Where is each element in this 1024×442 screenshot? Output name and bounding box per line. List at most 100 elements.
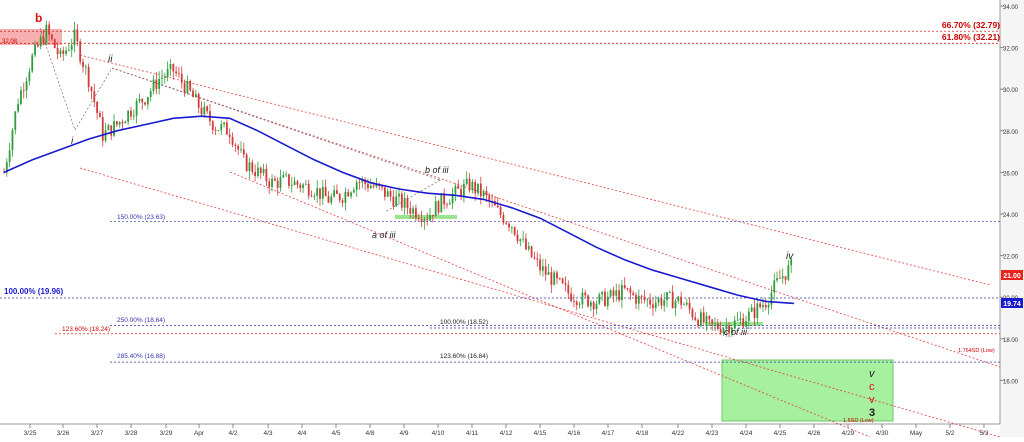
fib-label-150: 150.00% (23.63) [117,214,165,221]
candle-body [770,292,773,305]
candle-body [485,190,488,196]
x-tick-label: 4/2 [228,430,237,437]
candle-body [570,293,573,302]
candle-body [691,309,694,318]
candle-body [56,48,59,55]
x-tick-label: 4/29 [842,430,855,437]
candle-body [440,193,443,213]
candle-body [262,168,265,174]
candle-body [203,106,206,115]
x-tick-label: 3/25 [24,430,37,437]
candle-body [671,291,674,309]
x-tick-label: 4/3 [263,430,272,437]
candle-body [519,239,522,242]
candle-body [544,266,547,275]
candle-body [725,325,728,329]
wave-label-c: c [869,381,875,393]
candle-body [589,302,592,307]
candle-body [764,305,767,308]
candle-body [152,79,155,92]
x-axis-ticks: 3/25 3/26 3/27 3/28 3/29 Apr 4/2 4/3 4/4 4/5 4/8 4/… [24,424,989,437]
candle-body [358,182,361,183]
candle-body [702,312,705,323]
x-tick-label: 4/18 [636,430,649,437]
x-tick-label: 4/17 [602,430,615,437]
resistance-box-label: 32.08 [2,39,18,45]
candle-body [299,184,302,189]
wave-label-v: v [869,368,876,380]
candle-body [637,295,640,304]
y-tick-label: 26.00 [1003,171,1019,177]
candle-body [158,78,161,89]
candle-body [477,183,479,194]
x-tick-label: 4/15 [534,430,547,437]
candle-body [739,318,742,320]
candle-body [53,39,56,49]
y-tick-label: 28.00 [1003,130,1019,136]
x-tick-label: 4/16 [568,430,581,437]
candle-body [121,121,124,124]
candle-body [558,278,561,280]
candle-body [652,304,654,309]
support-highlight-a [395,215,457,219]
candle-body [615,290,618,296]
wave-label-ii: ii [108,54,113,65]
candle-body [104,130,107,141]
candle-body [556,272,558,279]
candle-body [220,124,223,131]
y-tick-label: 32.00 [1003,47,1019,53]
candle-body [115,121,118,125]
candle-body [70,45,73,50]
candle-body [429,214,431,221]
candle-body [223,122,225,125]
candle-body [324,187,327,197]
candle-body [67,49,70,51]
candle-body [282,175,285,178]
candle-body [446,204,448,206]
candle-body [612,290,615,296]
x-tick-label: 3/27 [91,430,104,437]
candle-body [530,246,533,258]
candle-body [350,192,352,197]
candle-body [759,303,762,308]
candle-body [420,219,423,222]
candle-body [99,113,101,118]
ma-price-tag [1001,298,1023,308]
candle-body [367,183,369,189]
candle-body [288,174,290,186]
candle-body [753,307,756,318]
candle-body [180,73,183,83]
candle-body [276,180,279,188]
candle-body [132,115,135,117]
candle-body [448,203,451,205]
candle-body [742,318,745,327]
candle-body [762,305,764,308]
x-tick-label: 4/8 [365,430,374,437]
x-tick-label: 4/23 [706,430,719,437]
candle-body [646,299,649,301]
candle-body [251,162,254,172]
candle-body [96,101,99,114]
candle-body [386,191,389,197]
candle-body [417,217,420,220]
candle-body [522,238,525,240]
sd-label-1764: 1.764SD (Low) [958,348,995,354]
target-zone-box [721,359,894,422]
candle-body [403,198,406,208]
candle-body [175,71,178,74]
x-tick-label: 4/12 [500,430,513,437]
candle-body [169,63,172,70]
x-tick-label: 5/2 [945,430,954,437]
candle-body [242,149,245,155]
candle-body [756,303,759,318]
candle-body [279,177,282,188]
candle-body [592,302,595,310]
candle-body [296,181,299,185]
candle-body [567,284,570,294]
candle-body [313,195,316,197]
candle-body [338,193,341,201]
candle-body [688,302,691,310]
candle-body [460,188,462,197]
candle-body [578,304,581,306]
